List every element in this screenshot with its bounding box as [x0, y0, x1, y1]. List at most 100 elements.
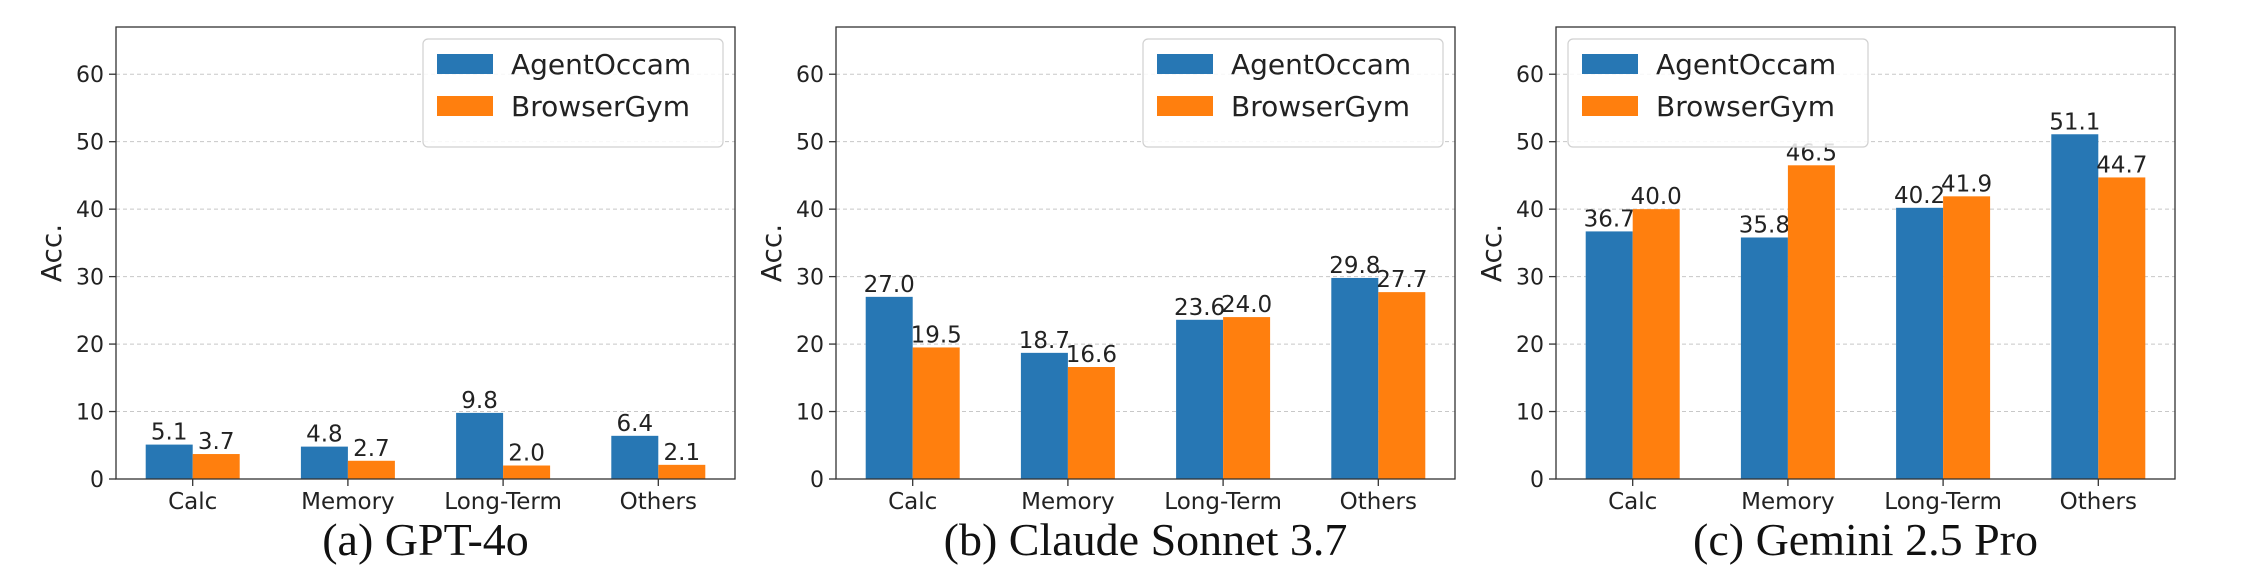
- data-label: 36.7: [1584, 206, 1635, 232]
- data-label: 44.7: [2096, 152, 2147, 178]
- data-label: 4.8: [306, 422, 343, 448]
- panel-caption: (c) Gemini 2.5 Pro: [1693, 514, 2038, 565]
- bar-browsergym-calc: [192, 454, 240, 479]
- bar-agentoccam-memory: [1740, 237, 1788, 479]
- y-tick-label: 40: [76, 198, 104, 223]
- bar-browsergym-others: [658, 464, 706, 479]
- bar-browsergym-long-term: [503, 465, 551, 479]
- data-label: 18.7: [1019, 328, 1070, 354]
- legend-box: [422, 38, 724, 148]
- x-tick-label: Others: [2060, 489, 2137, 515]
- y-axis-label: Acc.: [35, 224, 68, 282]
- legend: AgentOccam BrowserGym: [1142, 38, 1444, 148]
- y-tick-label: 30: [1516, 266, 1544, 291]
- bar-agentoccam-calc: [1585, 231, 1633, 479]
- legend-swatch-agentoccam: [437, 54, 493, 74]
- x-tick-label: Long-Term: [444, 489, 562, 515]
- bar-agentoccam-long-term: [1896, 207, 1944, 480]
- data-label: 40.0: [1631, 184, 1682, 210]
- x-tick-label: Calc: [168, 489, 217, 515]
- bar-agentoccam-memory: [300, 446, 348, 479]
- legend-box: [1142, 38, 1444, 148]
- y-tick-label: 20: [76, 333, 104, 358]
- bar-agentoccam-memory: [1020, 352, 1068, 479]
- legend-swatch-browsergym: [1582, 96, 1638, 116]
- x-tick-label: Calc: [1608, 489, 1657, 515]
- x-tick-label: Long-Term: [1884, 489, 2002, 515]
- y-tick-label: 40: [1516, 198, 1544, 223]
- data-label: 5.1: [151, 420, 188, 446]
- bar-browsergym-memory: [1067, 367, 1115, 479]
- data-label: 19.5: [911, 322, 962, 348]
- data-label: 27.7: [1376, 267, 1427, 293]
- bar-agentoccam-others: [611, 435, 659, 479]
- legend-label-browsergym: BrowserGym: [1231, 90, 1410, 123]
- bar-browsergym-long-term: [1223, 317, 1271, 479]
- legend-label-agentoccam: AgentOccam: [1656, 48, 1836, 81]
- y-tick-label: 0: [90, 468, 104, 493]
- panel-caption: (b) Claude Sonnet 3.7: [944, 514, 1348, 565]
- data-label: 6.4: [617, 411, 654, 437]
- bar-agentoccam-calc: [865, 296, 913, 479]
- legend: AgentOccam BrowserGym: [1567, 38, 1869, 148]
- legend-label-browsergym: BrowserGym: [511, 90, 690, 123]
- y-tick-label: 0: [1530, 468, 1544, 493]
- data-label: 2.0: [508, 441, 545, 467]
- data-label: 2.1: [664, 440, 701, 466]
- y-tick-label: 0: [810, 468, 824, 493]
- x-tick-label: Memory: [301, 489, 395, 515]
- legend-box: [1567, 38, 1869, 148]
- bar-agentoccam-others: [1331, 277, 1379, 479]
- legend-swatch-browsergym: [1157, 96, 1213, 116]
- bar-browsergym-memory: [1787, 165, 1835, 479]
- bar-browsergym-others: [1378, 292, 1426, 479]
- y-tick-label: 60: [1516, 63, 1544, 88]
- data-label: 24.0: [1221, 292, 1272, 318]
- chart-panel-3: 36.7 35.840.251.140.046.541.944.701020304…: [1475, 26, 2176, 565]
- legend: AgentOccam BrowserGym: [422, 38, 724, 148]
- bar-browsergym-others: [2098, 177, 2146, 480]
- y-axis-label: Acc.: [755, 224, 788, 282]
- data-label: 27.0: [864, 272, 915, 298]
- data-label: 41.9: [1941, 171, 1992, 197]
- data-label: 40.2: [1894, 183, 1945, 209]
- x-tick-label: Memory: [1021, 489, 1115, 515]
- y-tick-label: 50: [1516, 131, 1544, 156]
- y-tick-label: 20: [1516, 333, 1544, 358]
- chart-panel-1: 5.1 4.8 9.8 6.4 3.7 2.7 2.0 2.1 0 10 20 30 40 50 60 Cal…: [35, 26, 736, 565]
- data-label: 23.6: [1174, 295, 1225, 321]
- bar-browsergym-calc: [1632, 209, 1680, 480]
- y-tick-label: 20: [796, 333, 824, 358]
- data-label: 16.6: [1066, 342, 1117, 368]
- data-label: 3.7: [198, 429, 235, 455]
- x-tick-label: Calc: [888, 489, 937, 515]
- y-tick-label: 10: [1516, 401, 1544, 426]
- y-tick-label: 50: [76, 131, 104, 156]
- legend-swatch-agentoccam: [1582, 54, 1638, 74]
- y-tick-label: 10: [796, 401, 824, 426]
- data-label: 2.7: [353, 436, 390, 462]
- y-tick-label: 10: [76, 401, 104, 426]
- bar-browsergym-memory: [347, 460, 395, 479]
- x-tick-label: Others: [1340, 489, 1417, 515]
- data-label: 9.8: [461, 388, 498, 414]
- legend-label-agentoccam: AgentOccam: [511, 48, 691, 81]
- y-tick-label: 50: [796, 131, 824, 156]
- legend-label-agentoccam: AgentOccam: [1231, 48, 1411, 81]
- data-label: 51.1: [2049, 109, 2100, 135]
- panel-caption: (a) GPT-4o: [322, 514, 529, 565]
- bar-agentoccam-calc: [145, 444, 193, 479]
- y-axis-label: Acc.: [1475, 224, 1508, 282]
- data-label: 35.8: [1739, 212, 1790, 238]
- bar-agentoccam-long-term: [1176, 319, 1224, 479]
- bar-browsergym-calc: [912, 347, 960, 479]
- x-tick-label: Others: [620, 489, 697, 515]
- bar-agentoccam-long-term: [456, 412, 504, 479]
- y-tick-label: 30: [76, 266, 104, 291]
- legend-swatch-agentoccam: [1157, 54, 1213, 74]
- x-tick-label: Memory: [1741, 489, 1835, 515]
- y-tick-label: 40: [796, 198, 824, 223]
- legend-label-browsergym: BrowserGym: [1656, 90, 1835, 123]
- data-label: 29.8: [1329, 253, 1380, 279]
